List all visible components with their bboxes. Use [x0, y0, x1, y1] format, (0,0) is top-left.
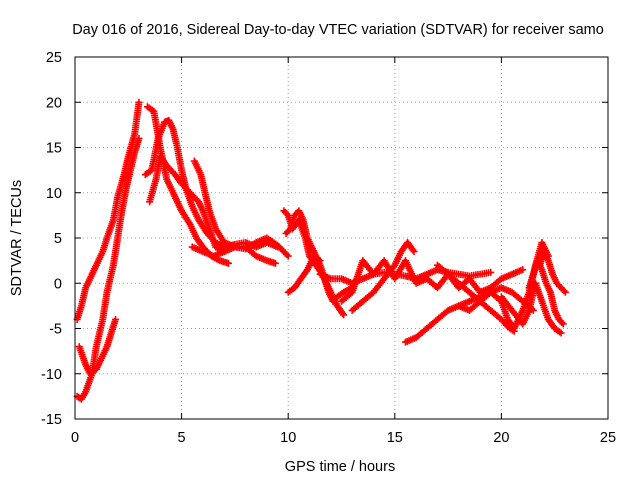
data-point: [316, 257, 324, 265]
y-tick-label: 20: [46, 95, 62, 111]
data-point: [340, 311, 348, 319]
axis-ticks: 0 5 10 15 20 25 -15 -10 -5 0 5 10 15 20 25: [41, 50, 616, 446]
y-tick-label: -5: [49, 322, 62, 338]
data-point: [487, 268, 495, 276]
data-points: [73, 98, 569, 403]
y-axis-label: SDTVAR / TECUs: [9, 180, 25, 296]
x-tick-label: 25: [600, 430, 616, 446]
data-point: [519, 266, 527, 274]
data-point: [225, 259, 233, 267]
data-point: [560, 287, 568, 295]
grid-lines: [75, 57, 608, 419]
data-point: [557, 329, 565, 337]
data-point: [559, 320, 567, 328]
data-point: [112, 315, 120, 323]
y-tick-label: 0: [54, 276, 62, 292]
data-point: [135, 134, 143, 142]
data-point: [135, 98, 143, 106]
chart-title: Day 016 of 2016, Sidereal Day-to-day VTE…: [72, 22, 604, 38]
x-tick-label: 20: [493, 430, 509, 446]
data-point: [558, 318, 566, 326]
y-tick-label: 5: [54, 231, 62, 247]
y-tick-label: 25: [46, 50, 62, 66]
data-point: [271, 259, 279, 267]
x-tick-label: 5: [178, 430, 186, 446]
x-tick-label: 15: [387, 430, 403, 446]
data-point: [409, 246, 417, 254]
data-point: [561, 288, 569, 296]
data-point: [410, 248, 418, 256]
x-tick-label: 10: [280, 430, 296, 446]
y-tick-label: 10: [46, 186, 62, 202]
x-tick-label: 0: [71, 430, 79, 446]
data-point: [284, 252, 292, 260]
y-tick-label: -15: [41, 412, 62, 428]
y-tick-label: -10: [41, 367, 62, 383]
y-tick-label: 15: [46, 141, 62, 157]
data-point: [339, 309, 347, 317]
x-axis-label: GPS time / hours: [285, 459, 395, 475]
